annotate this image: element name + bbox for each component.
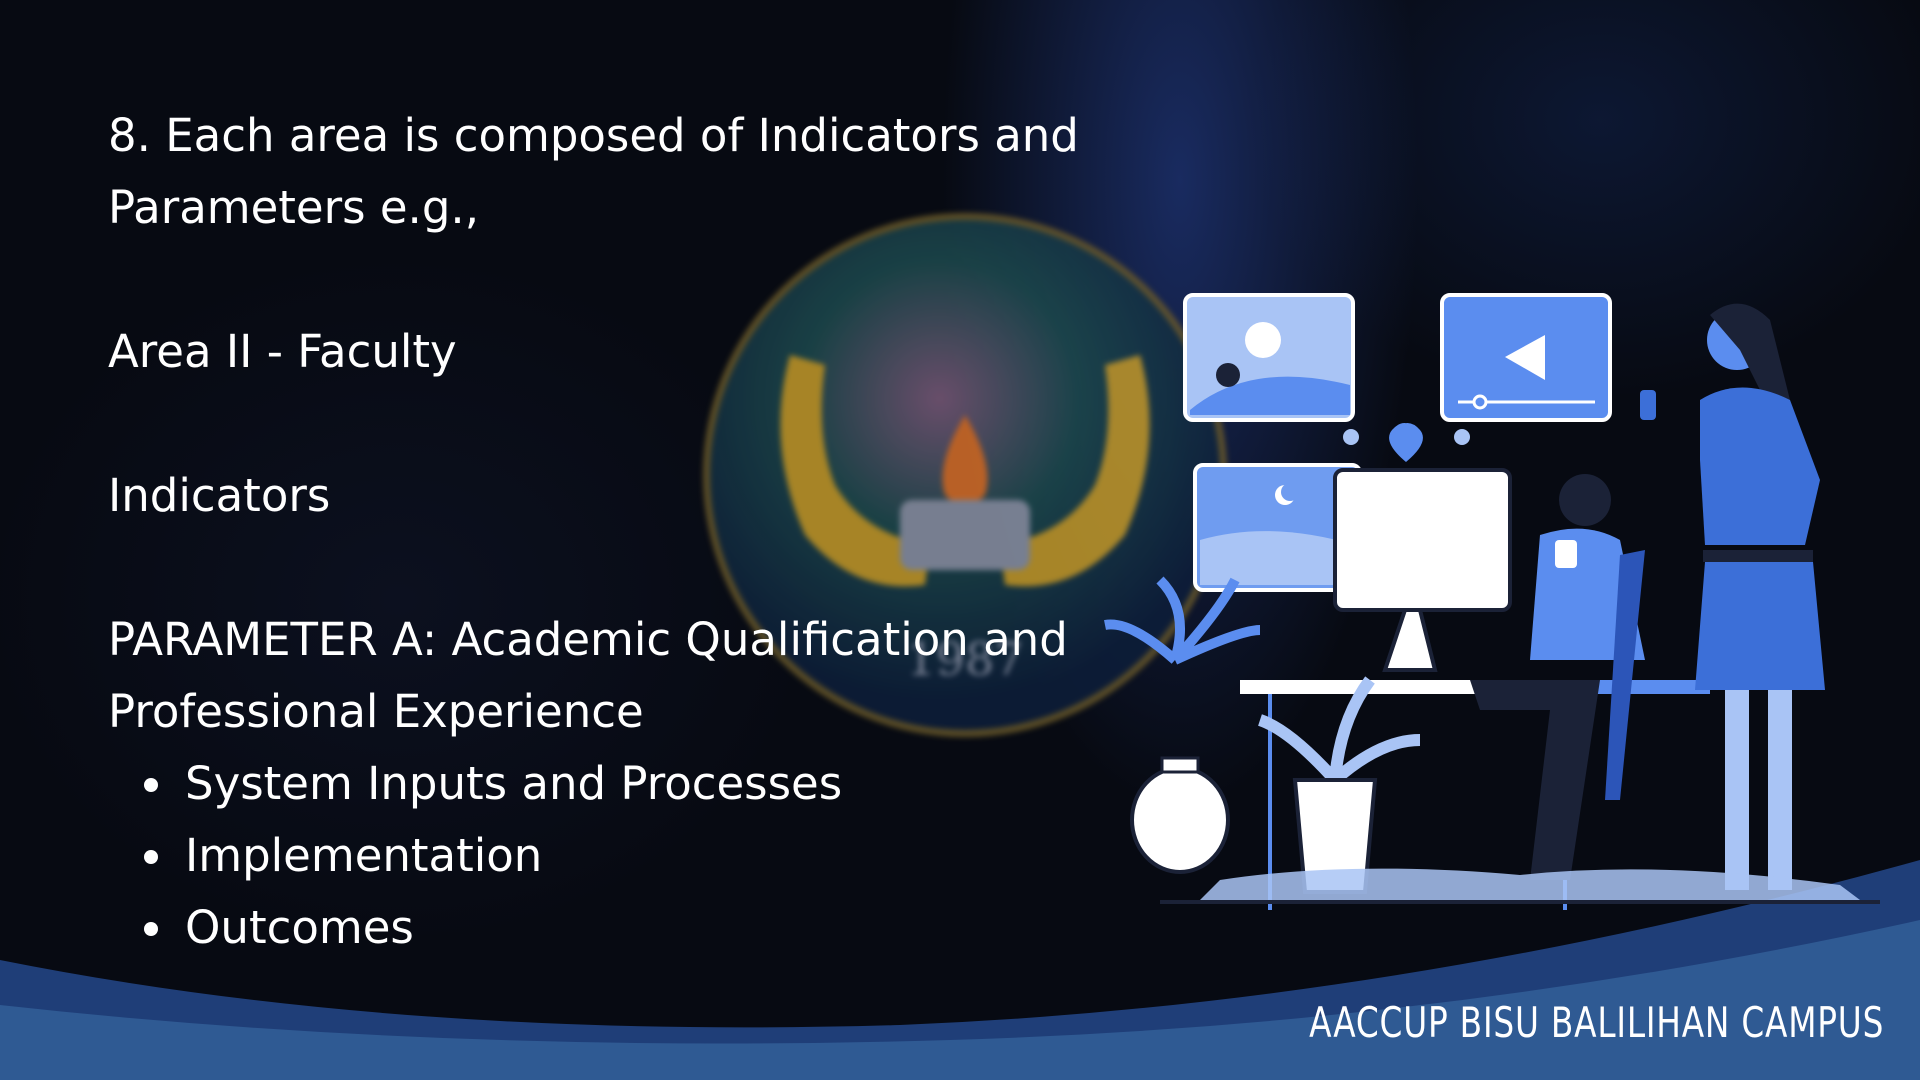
plant-pot-icon xyxy=(1257,676,1421,894)
office-illustration xyxy=(1104,293,1880,910)
heading-line-1: 8. Each area is composed of Indicators a… xyxy=(108,109,1079,162)
bottom-wave xyxy=(0,860,1920,1080)
list-item: Outcomes xyxy=(108,892,1093,964)
footer-campus-label: AACCUP BISU BALILIHAN CAMPUS xyxy=(1309,998,1884,1047)
plant-vase-icon xyxy=(1104,576,1261,874)
indicators-label: Indicators xyxy=(108,469,331,522)
bullet-icon xyxy=(144,850,158,864)
parameter-line-1: PARAMETER A: Academic Qualification and xyxy=(108,613,1068,666)
list-item: Implementation xyxy=(108,820,1093,892)
bullet-text: Implementation xyxy=(185,829,543,882)
bullet-icon xyxy=(144,922,158,936)
campus-seal-logo: 1987 xyxy=(703,213,1227,737)
heart-icon xyxy=(1389,423,1423,462)
slide-content: 8. Each area is composed of Indicators a… xyxy=(108,100,1093,964)
parameter-line-2: Professional Experience xyxy=(108,685,644,738)
area-title: Area II - Faculty xyxy=(108,325,457,378)
photo-card-icon xyxy=(1183,293,1355,422)
indicator-bullet-list: System Inputs and Processes Implementati… xyxy=(108,748,1093,964)
bullet-text: Outcomes xyxy=(185,901,414,954)
list-item: System Inputs and Processes xyxy=(108,748,1093,820)
video-card-icon xyxy=(1440,293,1612,422)
bullet-icon xyxy=(144,778,158,792)
heading-line-2: Parameters e.g., xyxy=(108,181,480,234)
seal-year: 1987 xyxy=(906,632,1023,686)
bullet-text: System Inputs and Processes xyxy=(185,757,843,810)
